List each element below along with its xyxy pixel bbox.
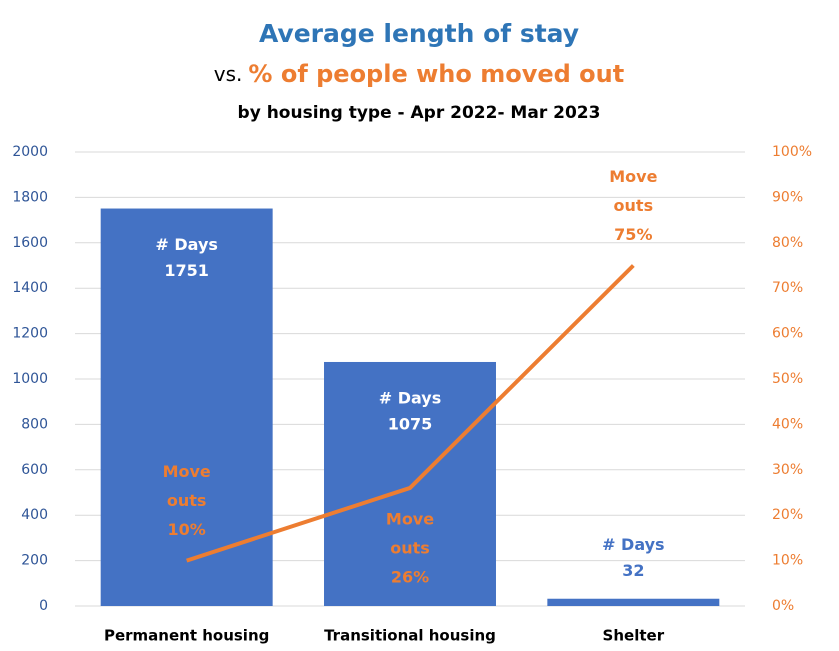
bar-label-value: 1751 [164,261,209,280]
x-tick-label: Transitional housing [324,627,496,645]
line-label-name: outs [614,196,654,215]
line-label-name: outs [390,538,430,557]
line-label-name: outs [167,491,207,510]
bar-label-name: # Days [155,235,218,254]
y-tick-label: 1600 [12,235,48,251]
y-tick-label: 600 [21,462,48,478]
title-prefix: vs. [214,62,243,86]
bar [324,361,496,606]
y2-tick-label: 80% [772,235,803,251]
y2-tick-label: 100% [772,144,812,160]
bar [547,598,720,606]
y2-tick-label: 30% [772,462,803,478]
bar-label-value: 32 [622,561,644,580]
line-label-value: 75% [614,225,652,244]
y2-tick-label: 0% [772,598,794,614]
line-label-name: Move [386,509,434,528]
y2-tick-label: 20% [772,507,803,523]
y2-tick-label: 10% [772,553,803,569]
chart-title: Average length of stay [259,19,579,48]
bar-label-name: # Days [379,388,442,407]
title-highlight: % of people who moved out [248,60,624,88]
y-tick-label: 800 [21,416,48,432]
bar [100,208,273,606]
chart-subtitle: by housing type - Apr 2022- Mar 2023 [238,103,601,123]
line-label-value: 26% [391,567,429,586]
y2-tick-label: 50% [772,371,803,387]
y-tick-label: 400 [21,507,48,523]
y-tick-label: 1800 [12,189,48,205]
line-label-name: Move [609,167,657,186]
bar-label-value: 1075 [388,414,433,433]
y-tick-label: 1200 [12,326,48,342]
y2-tick-label: 90% [772,189,803,205]
line-label-name: Move [163,462,211,481]
y-tick-label: 2000 [12,144,48,160]
x-tick-label: Permanent housing [104,627,269,645]
y2-tick-label: 40% [772,416,803,432]
y-tick-label: 1400 [12,280,48,296]
line-label-value: 10% [168,520,206,539]
y-tick-label: 0 [39,598,48,614]
y-tick-label: 1000 [12,371,48,387]
y2-tick-label: 70% [772,280,803,296]
y-tick-label: 200 [21,553,48,569]
y2-tick-label: 60% [772,326,803,342]
bar-label-name: # Days [602,535,665,554]
line [186,264,635,563]
chart-title-line2: vs.% of people who moved out [214,60,624,88]
x-tick-label: Shelter [603,627,665,645]
